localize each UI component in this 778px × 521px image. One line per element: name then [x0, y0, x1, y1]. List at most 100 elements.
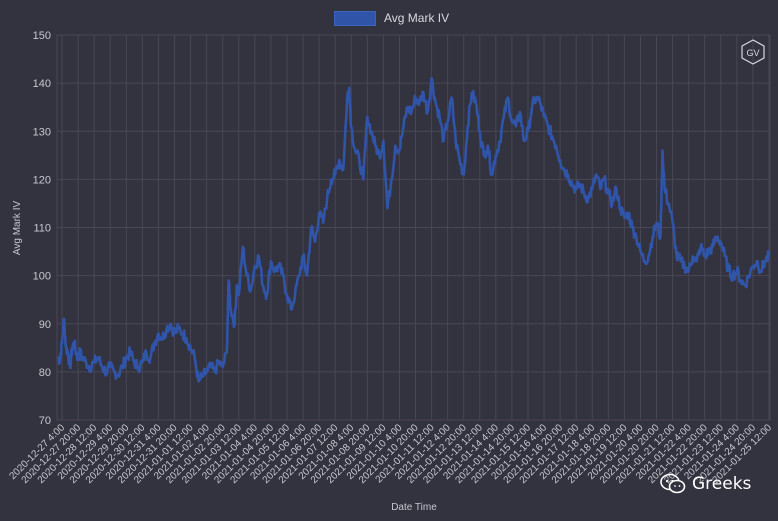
data-point[interactable] — [598, 187, 602, 191]
data-point[interactable] — [301, 254, 305, 258]
data-point[interactable] — [466, 124, 470, 128]
data-point[interactable] — [442, 139, 446, 143]
data-point[interactable] — [309, 226, 313, 230]
data-point[interactable] — [663, 187, 667, 191]
data-point[interactable] — [329, 177, 333, 181]
data-point[interactable] — [458, 158, 462, 162]
data-point[interactable] — [112, 370, 116, 374]
data-point[interactable] — [235, 283, 239, 287]
data-point[interactable] — [542, 115, 546, 119]
data-point[interactable] — [124, 355, 128, 359]
data-point[interactable] — [634, 235, 638, 239]
data-point[interactable] — [414, 96, 418, 100]
data-point[interactable] — [530, 105, 534, 109]
data-point[interactable] — [273, 269, 277, 273]
data-point[interactable] — [550, 134, 554, 138]
data-point[interactable] — [189, 346, 193, 350]
data-point[interactable] — [269, 259, 273, 263]
data-point[interactable] — [120, 365, 124, 369]
data-point[interactable] — [699, 245, 703, 249]
data-point[interactable] — [253, 264, 257, 268]
data-point[interactable] — [482, 153, 486, 157]
data-point[interactable] — [566, 173, 570, 177]
data-point[interactable] — [514, 124, 518, 128]
data-point[interactable] — [462, 173, 466, 177]
data-point[interactable] — [418, 100, 422, 104]
data-point[interactable] — [594, 173, 598, 177]
data-point[interactable] — [731, 274, 735, 278]
data-point[interactable] — [78, 351, 82, 355]
data-point[interactable] — [739, 278, 743, 282]
data-point[interactable] — [735, 269, 739, 273]
data-point[interactable] — [630, 226, 634, 230]
data-point[interactable] — [177, 327, 181, 331]
data-point[interactable] — [197, 380, 201, 384]
data-point[interactable] — [321, 221, 325, 225]
data-point[interactable] — [626, 211, 630, 215]
data-point[interactable] — [655, 221, 659, 225]
data-point[interactable] — [76, 355, 80, 359]
data-point[interactable] — [647, 254, 651, 258]
data-point[interactable] — [289, 307, 293, 311]
data-point[interactable] — [671, 221, 675, 225]
data-point[interactable] — [337, 158, 341, 162]
data-point[interactable] — [578, 182, 582, 186]
data-point[interactable] — [173, 331, 177, 335]
data-point[interactable] — [229, 307, 233, 311]
data-point[interactable] — [233, 322, 237, 326]
data-point[interactable] — [80, 355, 84, 359]
data-point[interactable] — [285, 293, 289, 297]
data-point[interactable] — [546, 124, 550, 128]
data-point[interactable] — [723, 254, 727, 258]
data-point[interactable] — [297, 274, 301, 278]
data-point[interactable] — [695, 259, 699, 263]
data-point[interactable] — [494, 153, 498, 157]
data-point[interactable] — [213, 370, 217, 374]
data-point[interactable] — [249, 288, 253, 292]
data-point[interactable] — [574, 187, 578, 191]
data-point[interactable] — [84, 360, 88, 364]
data-point[interactable] — [454, 139, 458, 143]
data-point[interactable] — [225, 351, 229, 355]
data-point[interactable] — [74, 351, 78, 355]
data-point[interactable] — [72, 341, 76, 345]
data-point[interactable] — [498, 139, 502, 143]
data-point[interactable] — [221, 365, 225, 369]
data-point[interactable] — [651, 235, 655, 239]
data-point[interactable] — [369, 129, 373, 133]
data-point[interactable] — [759, 269, 763, 273]
data-point[interactable] — [193, 355, 197, 359]
data-point[interactable] — [393, 144, 397, 148]
series-line-avg-mark-iv[interactable] — [56, 77, 771, 383]
data-point[interactable] — [715, 235, 719, 239]
data-point[interactable] — [707, 250, 711, 254]
data-point[interactable] — [767, 254, 771, 258]
data-point[interactable] — [325, 197, 329, 201]
data-point[interactable] — [68, 365, 72, 369]
data-point[interactable] — [96, 355, 100, 359]
data-point[interactable] — [446, 120, 450, 124]
data-point[interactable] — [486, 144, 490, 148]
data-point[interactable] — [422, 91, 426, 95]
data-point[interactable] — [614, 187, 618, 191]
data-point[interactable] — [526, 129, 530, 133]
data-point[interactable] — [538, 100, 542, 104]
data-point[interactable] — [217, 360, 221, 364]
data-point[interactable] — [385, 206, 389, 210]
data-point[interactable] — [430, 76, 434, 80]
data-point[interactable] — [181, 331, 185, 335]
data-point[interactable] — [659, 235, 663, 239]
data-point[interactable] — [606, 192, 610, 196]
data-point[interactable] — [241, 245, 245, 249]
data-point[interactable] — [333, 173, 337, 177]
data-point[interactable] — [377, 153, 381, 157]
data-point[interactable] — [397, 149, 401, 153]
data-point[interactable] — [518, 110, 522, 114]
data-point[interactable] — [100, 365, 104, 369]
data-point[interactable] — [755, 259, 759, 263]
data-point[interactable] — [148, 355, 152, 359]
data-point[interactable] — [711, 245, 715, 249]
data-point[interactable] — [116, 372, 120, 376]
data-point[interactable] — [683, 264, 687, 268]
data-point[interactable] — [293, 293, 297, 297]
